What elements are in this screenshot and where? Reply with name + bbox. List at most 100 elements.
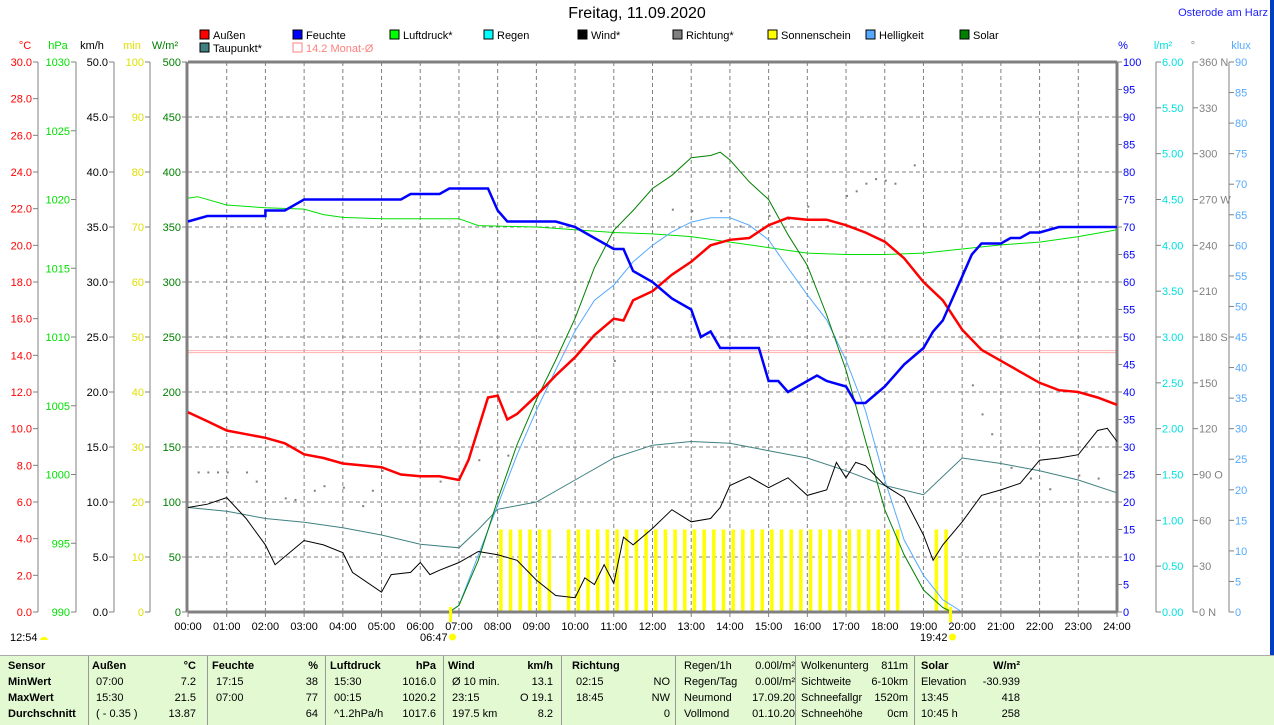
axis-tick-label-sun: 60 bbox=[132, 277, 144, 289]
axis-unit-dir: ° bbox=[1191, 40, 1195, 52]
table-cell: Richtung bbox=[572, 660, 620, 672]
axis-tick-label-temp: 28.0 bbox=[11, 94, 32, 106]
sunshine-bar bbox=[789, 529, 793, 612]
axis-tick-label-solar: 100 bbox=[163, 497, 181, 509]
table-divider bbox=[443, 656, 444, 725]
axis-tick-label-press: 1025 bbox=[46, 126, 70, 138]
table-divider bbox=[914, 656, 915, 725]
sunshine-bar bbox=[537, 529, 542, 612]
legend-label: Regen bbox=[497, 30, 529, 42]
x-tick-label: 17:00 bbox=[832, 621, 860, 633]
direction-point bbox=[981, 413, 984, 416]
axis-unit-solar: W/m² bbox=[152, 40, 179, 52]
x-tick-label: 11:00 bbox=[600, 621, 627, 633]
axis-tick-label-press: 995 bbox=[52, 538, 70, 550]
legend-swatch bbox=[865, 29, 876, 40]
axis-tick-label-temp: 26.0 bbox=[11, 130, 32, 142]
axis-tick-label-temp: 12.0 bbox=[11, 387, 32, 399]
axis-tick-label-rain: 1.50 bbox=[1162, 470, 1183, 482]
sunshine-bar bbox=[944, 529, 948, 612]
axis-tick-label-dir: 180 S bbox=[1199, 332, 1228, 344]
table-cell: 01.10.20 bbox=[752, 708, 795, 720]
axis-tick-label-solar: 450 bbox=[163, 112, 181, 124]
x-tick-label: 00:00 bbox=[174, 621, 202, 633]
table-cell: 7.2 bbox=[180, 676, 196, 688]
axis-tick-label-rain: 2.50 bbox=[1162, 378, 1183, 390]
axis-tick-label-rain: 3.50 bbox=[1162, 286, 1183, 298]
table-cell: 1520m bbox=[874, 692, 908, 704]
legend-label: Luftdruck* bbox=[403, 30, 453, 42]
axis-tick-label-wind: 45.0 bbox=[87, 112, 108, 124]
x-tick-label: 14:00 bbox=[716, 621, 744, 633]
sunshine-bar bbox=[683, 529, 687, 612]
legend-swatch bbox=[292, 29, 303, 40]
direction-point bbox=[826, 225, 829, 228]
direction-point bbox=[884, 179, 887, 182]
axis-tick-label-hum: 50 bbox=[1123, 332, 1135, 344]
table-cell: 0.00l/m² bbox=[755, 660, 795, 672]
table-cell: 23:15 bbox=[452, 692, 480, 704]
sunshine-bar bbox=[799, 529, 803, 612]
sun-icon bbox=[949, 633, 957, 641]
axis-tick-label-hum: 100 bbox=[1123, 57, 1141, 69]
sunshine-bar bbox=[615, 529, 619, 612]
table-cell: Schneefallgr bbox=[801, 692, 863, 704]
axis-tick-label-dir: 270 W bbox=[1199, 195, 1231, 207]
sunrise-marker bbox=[449, 607, 453, 622]
axis-tick-label-sun: 100 bbox=[126, 57, 144, 69]
table-cell: 64 bbox=[305, 708, 318, 720]
axis-tick-label-wind: 40.0 bbox=[87, 167, 108, 179]
axis-tick-label-lux: 0 bbox=[1235, 607, 1241, 619]
direction-point bbox=[294, 498, 297, 501]
direction-point bbox=[971, 384, 974, 387]
axis-tick-label-dir: 60 bbox=[1199, 515, 1211, 527]
table-cell: 13.87 bbox=[168, 708, 196, 720]
sunshine-bar bbox=[760, 529, 764, 612]
legend-swatch bbox=[767, 29, 778, 40]
table-cell: Wind bbox=[448, 660, 475, 672]
axis-unit-hum: % bbox=[1118, 40, 1128, 52]
table-cell: 8.2 bbox=[537, 708, 553, 720]
axis-tick-label-hum: 35 bbox=[1123, 415, 1135, 427]
axis-tick-label-hum: 65 bbox=[1123, 250, 1135, 262]
sunshine-bar bbox=[876, 529, 881, 612]
axis-tick-label-temp: 16.0 bbox=[11, 314, 32, 326]
current-time: 12:54 bbox=[10, 632, 38, 644]
axis-tick-label-lux: 55 bbox=[1235, 271, 1247, 283]
axis-tick-label-lux: 90 bbox=[1235, 57, 1247, 69]
direction-point bbox=[913, 164, 916, 167]
sunshine-bar bbox=[895, 529, 900, 612]
legend-label: 14.2 Monat-Ø bbox=[306, 43, 374, 55]
axis-tick-label-temp: 24.0 bbox=[11, 167, 32, 179]
axis-tick-label-solar: 200 bbox=[163, 387, 181, 399]
legend-swatch bbox=[959, 29, 970, 40]
direction-point bbox=[284, 497, 287, 500]
direction-point bbox=[894, 182, 897, 185]
axis-tick-label-sun: 20 bbox=[132, 497, 144, 509]
sunshine-bar bbox=[586, 529, 590, 612]
page-title: Freitag, 11.09.2020 bbox=[568, 5, 706, 22]
axis-tick-label-lux: 80 bbox=[1235, 118, 1247, 130]
sunshine-bar bbox=[866, 529, 871, 612]
series-line-wind bbox=[187, 427, 1118, 599]
axis-tick-label-wind: 50.0 bbox=[87, 57, 108, 69]
direction-point bbox=[342, 486, 345, 489]
axis-tick-label-lux: 70 bbox=[1235, 179, 1247, 191]
axis-tick-label-lux: 35 bbox=[1235, 393, 1247, 405]
table-cell: Vollmond bbox=[684, 708, 730, 720]
axis-tick-label-lux: 5 bbox=[1235, 576, 1241, 588]
axis-tick-label-sun: 30 bbox=[132, 442, 144, 454]
axis-tick-label-hum: 40 bbox=[1123, 387, 1135, 399]
axis-tick-label-dir: 0 N bbox=[1199, 607, 1216, 619]
direction-point bbox=[313, 489, 316, 492]
legend-swatch bbox=[483, 29, 494, 40]
axis-tick-label-solar: 50 bbox=[169, 552, 181, 564]
sunshine-bar bbox=[857, 529, 861, 612]
sunshine-bar bbox=[702, 529, 706, 612]
axis-tick-label-wind: 25.0 bbox=[87, 332, 108, 344]
table-cell: 17:15 bbox=[216, 676, 244, 688]
axis-tick-label-solar: 300 bbox=[163, 277, 181, 289]
x-tick-label: 20:00 bbox=[948, 621, 976, 633]
table-cell: Neumond bbox=[684, 692, 732, 704]
legend-label: Taupunkt* bbox=[213, 43, 263, 55]
